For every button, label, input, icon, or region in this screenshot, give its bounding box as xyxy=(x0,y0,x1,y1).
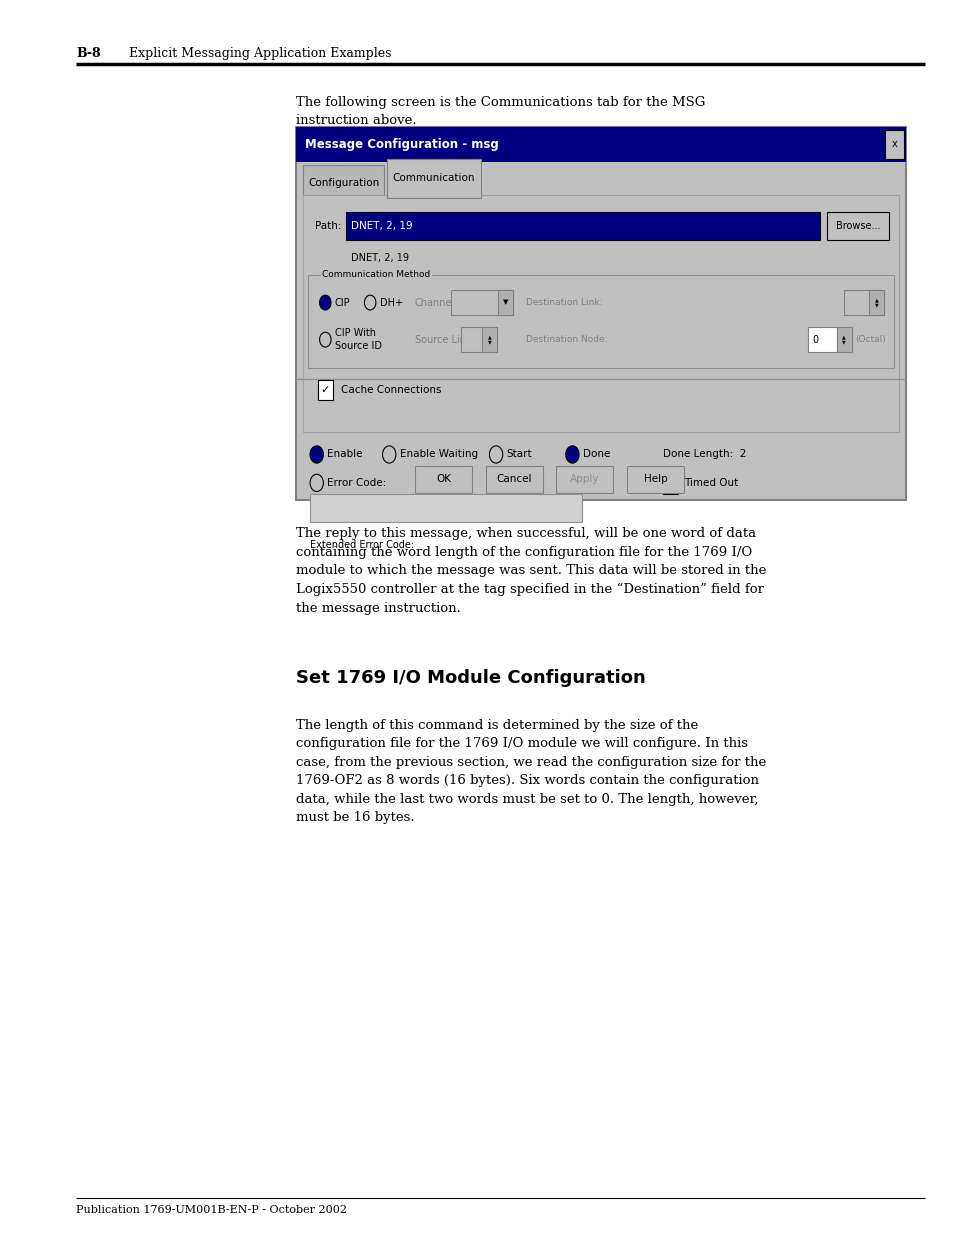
Text: Communication Method: Communication Method xyxy=(322,269,430,279)
Bar xyxy=(497,290,513,315)
Text: ✓: ✓ xyxy=(320,385,330,395)
Text: Path:: Path: xyxy=(314,221,341,231)
Bar xyxy=(387,159,480,198)
Bar xyxy=(868,290,883,315)
Bar xyxy=(807,327,836,352)
Text: Source Link:: Source Link: xyxy=(415,335,475,345)
Bar xyxy=(556,466,613,493)
Text: ▲
▼: ▲ ▼ xyxy=(487,335,491,345)
Text: Explicit Messaging Application Examples: Explicit Messaging Application Examples xyxy=(129,47,391,61)
Circle shape xyxy=(310,446,323,463)
Circle shape xyxy=(565,446,578,463)
Text: Enable Waiting: Enable Waiting xyxy=(399,450,477,459)
Bar xyxy=(485,466,542,493)
Text: Communication: Communication xyxy=(393,173,475,183)
Text: Done: Done xyxy=(582,450,610,459)
Text: Enable: Enable xyxy=(327,450,362,459)
Text: The reply to this message, when successful, will be one word of data
containing : The reply to this message, when successf… xyxy=(295,527,765,615)
Text: Start: Start xyxy=(506,450,532,459)
Text: Cancel: Cancel xyxy=(496,474,532,484)
Text: Publication 1769-UM001B-EN-P - October 2002: Publication 1769-UM001B-EN-P - October 2… xyxy=(76,1205,347,1215)
Text: Apply: Apply xyxy=(570,474,598,484)
Bar xyxy=(460,327,497,352)
Bar xyxy=(415,466,472,493)
Text: 0: 0 xyxy=(812,335,818,345)
Bar xyxy=(884,130,903,159)
Text: Timed Out: Timed Out xyxy=(683,478,738,488)
Text: Extended Error Code:: Extended Error Code: xyxy=(310,540,414,550)
Text: Help: Help xyxy=(643,474,666,484)
Bar xyxy=(826,212,888,240)
Text: x: x xyxy=(891,140,897,149)
Bar xyxy=(626,466,683,493)
Bar xyxy=(836,327,851,352)
Text: Cache Connections: Cache Connections xyxy=(340,385,440,395)
Text: Error Code:: Error Code: xyxy=(327,478,386,488)
Text: DNET, 2, 19: DNET, 2, 19 xyxy=(351,253,409,263)
Text: Destination Node:: Destination Node: xyxy=(525,335,606,345)
Bar xyxy=(295,127,905,500)
Text: The following screen is the Communications tab for the MSG
instruction above.: The following screen is the Communicatio… xyxy=(295,96,704,127)
Text: CIP With
Source ID: CIP With Source ID xyxy=(335,329,381,351)
Text: B-8: B-8 xyxy=(76,47,101,61)
Bar xyxy=(317,380,333,400)
Bar xyxy=(303,195,898,432)
Text: Destination Link:: Destination Link: xyxy=(525,298,601,308)
Text: Set 1769 I/O Module Configuration: Set 1769 I/O Module Configuration xyxy=(295,669,645,688)
Text: (Octal): (Octal) xyxy=(855,335,885,345)
Text: CIP: CIP xyxy=(335,298,350,308)
Text: OK: OK xyxy=(436,474,451,484)
Text: ▼: ▼ xyxy=(502,300,508,305)
Bar xyxy=(451,290,513,315)
Bar xyxy=(662,474,678,494)
Bar xyxy=(308,275,893,368)
Bar xyxy=(295,127,905,162)
Bar xyxy=(346,212,820,240)
Text: Channel:: Channel: xyxy=(415,298,458,308)
Circle shape xyxy=(319,295,331,310)
Text: Browse...: Browse... xyxy=(835,221,880,231)
Text: The length of this command is determined by the size of the
configuration file f: The length of this command is determined… xyxy=(295,719,765,824)
Bar xyxy=(481,327,497,352)
Text: Configuration: Configuration xyxy=(308,178,379,188)
Text: ▲
▼: ▲ ▼ xyxy=(841,335,845,345)
Text: Done Length:  2: Done Length: 2 xyxy=(662,450,745,459)
Bar xyxy=(310,494,581,522)
Text: Message Configuration - msg: Message Configuration - msg xyxy=(305,138,498,151)
Text: ▲
▼: ▲ ▼ xyxy=(874,298,878,308)
Bar xyxy=(843,290,883,315)
Text: DNET, 2, 19: DNET, 2, 19 xyxy=(351,221,413,231)
Text: DH+: DH+ xyxy=(379,298,402,308)
Bar xyxy=(303,165,384,200)
